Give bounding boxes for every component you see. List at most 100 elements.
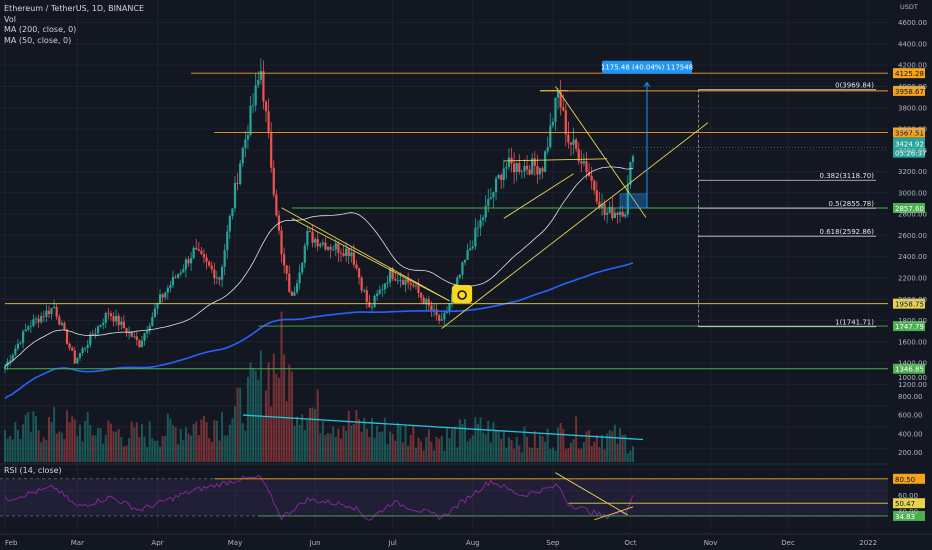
candle: [171, 276, 175, 286]
candle: [135, 336, 138, 340]
candle: [24, 329, 27, 332]
candle: [407, 279, 410, 283]
volume-bar: [135, 422, 138, 462]
volume-bar: [365, 428, 368, 462]
volume-bar: [301, 414, 304, 462]
candle: [448, 302, 451, 311]
volume-bar: [32, 411, 35, 462]
volume-bar: [265, 390, 268, 462]
x-axis-tick-label: Aug: [466, 539, 480, 547]
volume-bar: [37, 430, 40, 462]
volume-bar: [133, 427, 136, 462]
price-badge: [893, 363, 925, 374]
price-badge: [893, 85, 925, 96]
volume-bar: [595, 435, 598, 462]
candle: [146, 330, 149, 334]
candle: [156, 303, 159, 309]
volume-bar: [394, 440, 397, 462]
candle: [606, 212, 609, 215]
indicator-ma200[interactable]: MA (200, close, 0): [4, 25, 77, 34]
volume-bar: [528, 447, 531, 462]
volume-bar: [262, 416, 265, 462]
candle: [84, 347, 87, 349]
volume-bar: [513, 448, 516, 462]
indicator-ma50[interactable]: MA (50, close, 0): [4, 35, 72, 45]
rsi-band: [0, 478, 888, 516]
candle: [301, 262, 304, 273]
candle: [414, 285, 418, 287]
candle: [505, 166, 508, 169]
volume-bar: [562, 428, 565, 462]
camera-icon: [452, 284, 473, 303]
candle: [383, 283, 387, 290]
candle: [443, 313, 446, 320]
volume-bar: [471, 435, 474, 462]
volume-bar: [190, 435, 193, 462]
price-badge-label: 3567.51: [895, 129, 924, 137]
candle: [572, 139, 575, 145]
volume-bar: [435, 436, 438, 462]
volume-bar: [456, 447, 459, 462]
volume-bar: [445, 428, 448, 462]
volume-bar: [327, 432, 330, 462]
volume-bar: [541, 436, 544, 462]
candle: [202, 253, 206, 258]
volume-bar: [484, 434, 487, 462]
candle: [417, 285, 420, 294]
symbol-title[interactable]: Ethereum / TetherUS, 1D, BINANCE: [4, 4, 145, 13]
rsi-axis-tick-label: 60.00: [898, 492, 918, 500]
indicator-vol[interactable]: Vol: [4, 14, 16, 24]
candles: [3, 58, 635, 374]
price-badge: [893, 127, 925, 138]
volume-bar: [355, 410, 358, 462]
y-axis-tick-label: 2000.00: [898, 296, 927, 304]
x-axis-tick-label: Dec: [781, 539, 795, 547]
candle: [396, 280, 399, 282]
candle: [298, 272, 301, 284]
candle: [34, 318, 38, 320]
volume-bar: [430, 441, 433, 462]
candle: [518, 163, 521, 172]
volume-bar: [156, 440, 159, 462]
rsi-legend[interactable]: RSI (14, close): [4, 466, 62, 475]
volume-bar: [533, 430, 536, 462]
volume-bar: [469, 438, 472, 462]
candle: [166, 288, 169, 293]
candle: [288, 273, 291, 292]
candle: [363, 290, 366, 292]
volume-bar: [368, 436, 371, 462]
candle: [14, 348, 17, 355]
volume-bar: [296, 416, 299, 462]
volume-bar: [280, 311, 283, 462]
volume-bar: [259, 350, 262, 462]
candle: [257, 79, 260, 86]
candle: [303, 245, 306, 263]
volume-bar: [125, 445, 128, 462]
volume-bar: [283, 354, 286, 462]
candle: [487, 199, 490, 206]
price-badge: [893, 321, 925, 332]
volume-bar: [257, 379, 260, 462]
candle: [435, 309, 438, 316]
measure-arrowhead: [643, 81, 651, 88]
candle: [102, 322, 105, 325]
volume-bar: [342, 426, 345, 462]
fib-label: 0.618(2592.86): [820, 228, 875, 236]
y-axis-tick-label: 4400.00: [898, 40, 927, 48]
volume-bar: [205, 422, 208, 462]
x-axis-tick-label: May: [228, 539, 242, 547]
candle: [104, 313, 107, 323]
candle: [76, 357, 79, 364]
candle: [241, 148, 244, 164]
volume-bar: [603, 449, 606, 462]
volume-bar: [112, 431, 115, 462]
candle: [306, 230, 309, 246]
y-axis-tick-label: 2200.00: [898, 274, 927, 282]
candle: [577, 149, 580, 162]
volume-bar: [218, 440, 221, 462]
candle: [531, 158, 534, 175]
volume-bar: [107, 420, 110, 462]
candle: [27, 326, 30, 330]
candle: [272, 167, 275, 195]
